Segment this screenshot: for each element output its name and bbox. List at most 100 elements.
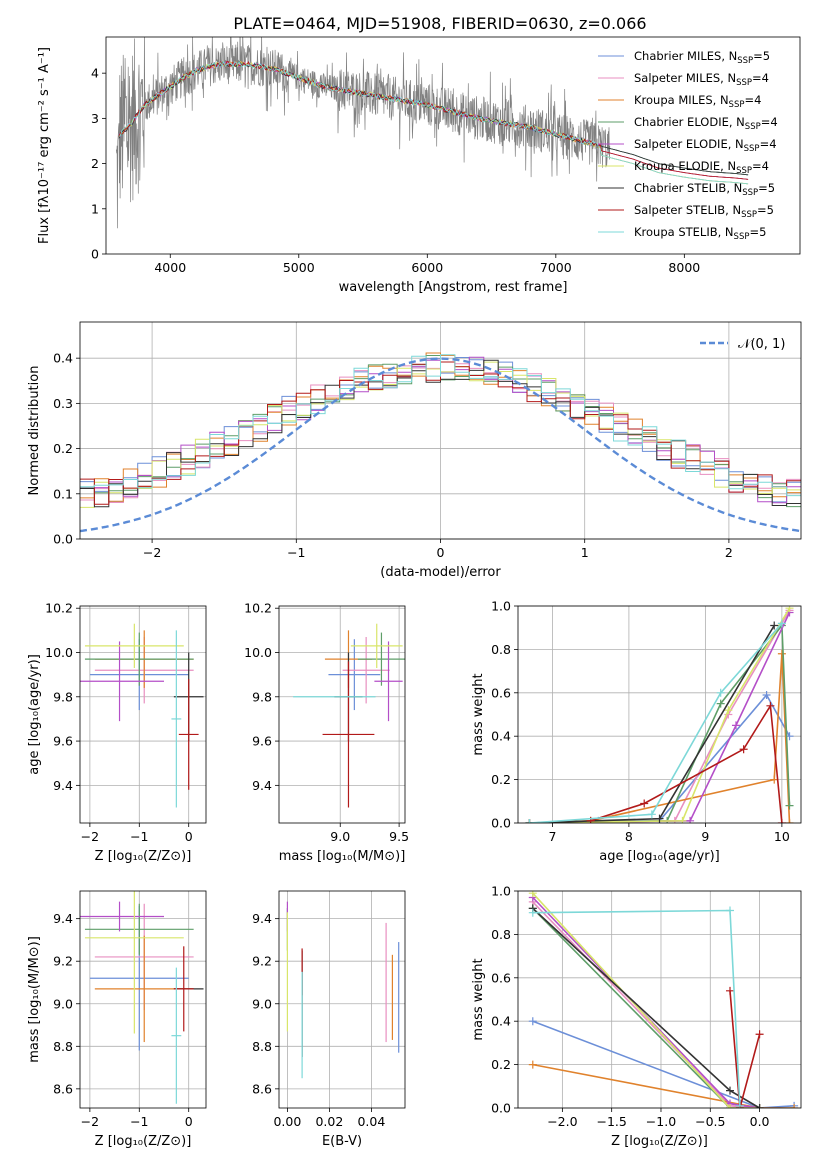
age-vs-Z-ytick-label: 10.0 <box>45 645 73 660</box>
weight-vs-age-ytick-label: 0.8 <box>491 642 511 657</box>
weight-line <box>529 607 791 823</box>
weight-marker <box>785 606 794 613</box>
legend-entry: Salpeter ELODIE, NSSP=4 <box>634 137 777 154</box>
weight-marker <box>762 690 771 699</box>
figure-title: PLATE=0464, MJD=51908, FIBERID=0630, z=0… <box>233 14 646 33</box>
weight-marker <box>770 621 779 630</box>
spectrum-ylabel: Flux [fλ10⁻¹⁷ erg cm⁻² s⁻¹ A⁻¹] <box>37 47 52 244</box>
mass-vs-Z-ylabel: mass [log₁₀(M/M⊙)] <box>27 936 42 1063</box>
mass-vs-EBV-ytick-label: 8.6 <box>252 1081 272 1096</box>
residuals-xtick-label: 1 <box>581 545 589 560</box>
residuals-xtick-label: 2 <box>725 545 733 560</box>
weight-vs-Z-ytick-label: 0.4 <box>491 1014 511 1029</box>
age-vs-Z-ytick-label: 9.4 <box>53 778 73 793</box>
mass-vs-Z-xtick-label: 0 <box>185 1114 193 1129</box>
weight-line <box>532 907 760 1108</box>
weight-marker <box>716 688 725 697</box>
spectrum-model-line <box>118 60 749 180</box>
weight-vs-age-ytick-label: 0.6 <box>491 685 511 700</box>
age-vs-Z-ytick-label: 9.6 <box>53 734 73 749</box>
weight-marker <box>528 1060 537 1069</box>
mass-vs-EBV-xlabel: E(B-V) <box>322 1134 362 1149</box>
weight-marker <box>528 1017 537 1026</box>
age-vs-mass-ytick-label: 9.4 <box>252 778 272 793</box>
spectrum-plot-area <box>115 37 749 229</box>
weight-marker <box>726 906 735 915</box>
weight-line <box>529 609 791 823</box>
weight-line <box>532 1020 795 1108</box>
weight-marker <box>726 1086 735 1095</box>
weight-vs-Z-xtick-label: −1.0 <box>646 1114 676 1129</box>
weight-marker <box>766 701 775 710</box>
weight-vs-age-ylabel: mass weight <box>471 673 486 755</box>
mass-vs-Z-xtick-label: −2 <box>81 1114 99 1129</box>
legend-entry: Chabrier ELODIE, NSSP=4 <box>634 115 778 132</box>
mass-vs-Z-ytick-label: 8.6 <box>53 1081 73 1096</box>
weight-marker <box>716 699 725 708</box>
weight-marker <box>739 745 748 754</box>
weight-line <box>529 625 775 823</box>
weight-vs-age-xtick-label: 7 <box>548 829 556 844</box>
age-vs-mass-ytick-label: 10.0 <box>244 645 272 660</box>
weight-vs-age-plot-area <box>525 606 794 823</box>
legend-entry: Chabrier STELIB, NSSP=5 <box>634 181 775 198</box>
mass-vs-Z-xtick-label: −1 <box>130 1114 148 1129</box>
weight-vs-Z-ytick-label: 0.2 <box>491 1057 511 1072</box>
spectrum-xlabel: wavelength [Angstrom, rest frame] <box>339 280 568 295</box>
weight-vs-Z-ytick-label: 0.8 <box>491 927 511 942</box>
age-vs-mass-ytick-label: 9.8 <box>252 689 272 704</box>
weight-marker <box>790 1104 799 1108</box>
weight-line <box>529 622 783 823</box>
mass-vs-EBV-ytick-label: 8.8 <box>252 1039 272 1054</box>
spectrum-frame <box>105 36 801 255</box>
residuals-ytick-label: 0.2 <box>53 441 73 456</box>
legend-entry: Kroupa MILES, NSSP=4 <box>634 93 761 110</box>
weight-vs-Z-ytick-label: 1.0 <box>491 884 511 899</box>
spectrum-ytick-label: 3 <box>91 111 99 126</box>
weight-vs-age-xtick-label: 8 <box>625 829 633 844</box>
legend-entry: Chabrier MILES, NSSP=5 <box>634 49 770 66</box>
weight-vs-age-frame <box>517 605 802 824</box>
weight-line <box>532 892 760 1108</box>
age-vs-Z-xtick-label: −1 <box>130 829 148 844</box>
weight-line <box>532 1063 795 1108</box>
age-vs-Z-ytick-label: 10.2 <box>45 601 73 616</box>
weight-marker <box>528 908 537 917</box>
weight-marker <box>655 814 664 823</box>
weight-marker <box>777 649 786 658</box>
panel-spectrum: Chabrier MILES, NSSP=5 Salpeter MILES, NS… <box>37 36 801 295</box>
weight-marker <box>731 721 740 730</box>
weight-vs-Z-ytick-label: 0.6 <box>491 970 511 985</box>
age-vs-Z-frame <box>79 605 207 824</box>
residual-histogram <box>80 359 801 508</box>
weight-vs-Z-ylabel: mass weight <box>471 958 486 1040</box>
weight-vs-Z-xtick-label: −0.5 <box>695 1114 725 1129</box>
spectrum-ytick-label: 2 <box>91 156 99 171</box>
mass-vs-EBV-xtick-label: 0.04 <box>357 1114 385 1129</box>
weight-marker <box>640 799 649 808</box>
weight-vs-Z-frame <box>517 890 802 1109</box>
weight-marker <box>755 1104 764 1108</box>
weight-marker <box>724 706 733 715</box>
panel-mass-vs-EBV: 0.00 0.02 0.04 8.6 8.8 9.0 9.2 9.4 E(B-V) <box>252 890 406 1149</box>
spectrum-ytick-label: 4 <box>91 66 99 81</box>
weight-marker <box>777 819 786 823</box>
residuals-ytick-label: 0.1 <box>53 486 73 501</box>
mass-vs-Z-ytick-label: 9.0 <box>53 996 73 1011</box>
mass-vs-EBV-xtick-label: 0.00 <box>273 1114 301 1129</box>
age-vs-mass-plot-area <box>293 623 405 808</box>
weight-marker <box>777 619 786 628</box>
spectrum-model-line <box>118 60 749 185</box>
weight-vs-Z-xtick-label: −2.0 <box>547 1114 577 1129</box>
mass-vs-EBV-ytick-label: 9.4 <box>252 911 272 926</box>
weight-line <box>529 623 791 823</box>
mass-vs-EBV-xtick-label: 0.02 <box>315 1114 343 1129</box>
weight-line <box>590 703 783 823</box>
age-vs-Z-ylabel: age [log₁₀(age/yr)] <box>27 654 42 775</box>
spectrum-data-line <box>115 37 611 229</box>
weight-vs-age-ytick-label: 1.0 <box>491 599 511 614</box>
panel-weight-vs-age: 7 8 9 10 0.0 0.2 0.4 0.6 0.8 1.0 age [log₁₀(age/yr… <box>471 599 802 864</box>
spectrum-ytick-label: 1 <box>91 201 99 216</box>
mass-vs-Z-xlabel: Z [log₁₀(Z/Z⊙)] <box>95 1134 192 1149</box>
